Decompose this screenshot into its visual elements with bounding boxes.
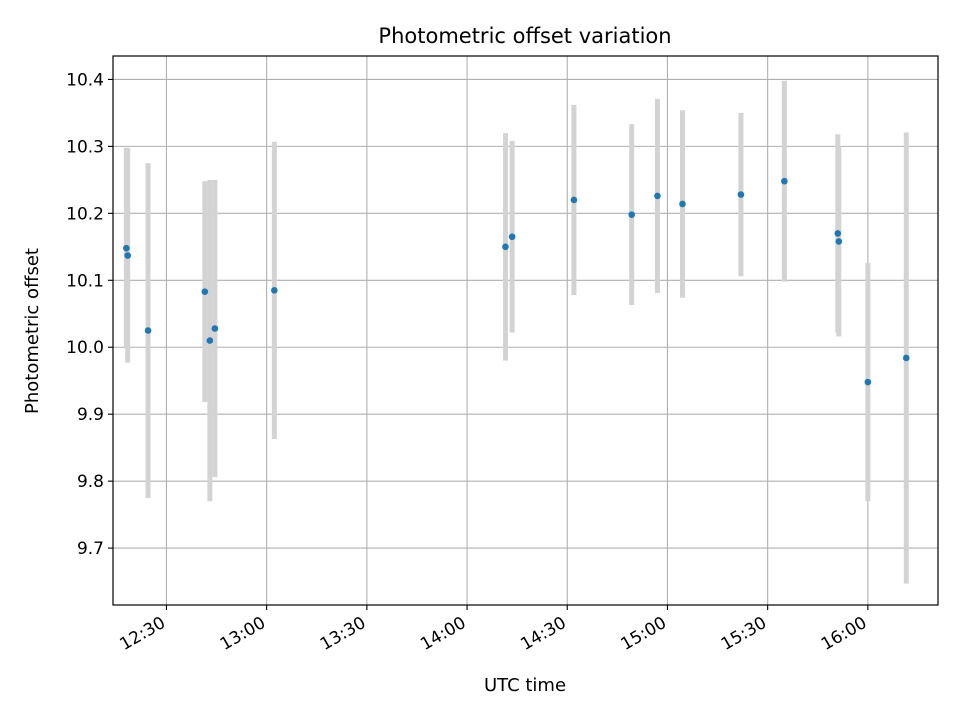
data-point xyxy=(737,191,745,198)
data-point xyxy=(902,354,910,362)
data-point xyxy=(123,244,130,252)
y-tick-label: 9.8 xyxy=(77,472,104,492)
data-point xyxy=(570,196,578,204)
data-point xyxy=(679,200,686,208)
data-point xyxy=(124,252,131,259)
y-tick-label: 9.7 xyxy=(77,539,104,559)
y-tick-label: 10.4 xyxy=(66,70,104,90)
y-axis-label: Photometric offset xyxy=(22,248,43,414)
data-point xyxy=(508,233,516,241)
data-point xyxy=(628,211,636,218)
data-point xyxy=(502,243,509,251)
data-point xyxy=(201,288,209,295)
y-tick-label: 10.2 xyxy=(66,204,104,224)
y-tick-label: 10.1 xyxy=(66,271,104,291)
chart-title: Photometric offset variation xyxy=(378,24,671,48)
data-point xyxy=(144,327,152,334)
data-point xyxy=(781,177,788,185)
data-point xyxy=(654,192,661,200)
data-point xyxy=(835,238,843,245)
data-point xyxy=(864,378,872,386)
y-tick-label: 9.9 xyxy=(77,405,104,425)
y-tick-label: 10.3 xyxy=(66,137,104,157)
y-tick-label: 10.0 xyxy=(66,338,104,358)
data-point xyxy=(206,337,214,344)
data-points xyxy=(123,177,910,386)
data-point xyxy=(271,287,278,294)
data-point xyxy=(834,230,842,237)
x-axis-label: UTC time xyxy=(484,675,566,696)
data-point xyxy=(211,325,219,332)
plot-frame xyxy=(112,55,939,606)
grid xyxy=(113,56,938,605)
